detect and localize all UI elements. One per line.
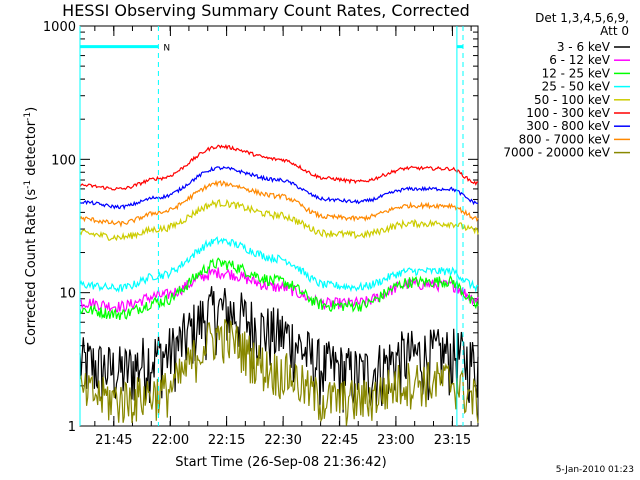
x-tick-label: 22:45 — [321, 433, 358, 448]
legend-entry-label: 800 - 7000 keV — [519, 132, 611, 146]
n-annotation-label: N — [163, 44, 170, 54]
legend-entry-label: 50 - 100 keV — [534, 93, 611, 107]
series-line — [79, 198, 479, 242]
chart-title: HESSI Observing Summary Count Rates, Cor… — [62, 1, 470, 20]
plot-area: 1 10 100 1000 21:45 22:00 22:15 22:30 22:45 23:0… — [43, 20, 479, 448]
series-line — [79, 257, 479, 320]
y-axis-label-mid: detector — [24, 120, 39, 180]
annotation-layer: N — [79, 26, 464, 426]
x-axis: 21:45 22:00 22:15 22:30 22:45 23:00 23:15 — [94, 26, 472, 448]
legend-entry-label: 3 - 6 keV — [557, 40, 611, 54]
x-tick-label: 23:15 — [434, 433, 471, 448]
y-tick-label: 1000 — [43, 20, 76, 35]
legend-entry-label: 7000 - 20000 keV — [503, 146, 610, 160]
legend-entry-label: 100 - 300 keV — [526, 106, 610, 120]
x-axis-label: Start Time (26-Sep-08 21:36:42) — [175, 455, 386, 470]
x-tick-label: 22:30 — [264, 433, 301, 448]
x-tick-label: 21:45 — [95, 433, 132, 448]
x-tick-label: 23:00 — [377, 433, 414, 448]
y-tick-label: 10 — [59, 287, 76, 302]
footer-timestamp: 5-Jan-2010 01:23 — [556, 465, 634, 475]
legend-entry-label: 25 - 50 keV — [542, 80, 611, 94]
y-axis-label-end: ) — [24, 107, 39, 112]
y-axis: 1 10 100 1000 — [43, 20, 478, 435]
series-layer — [79, 143, 479, 426]
x-tick-label: 22:00 — [152, 433, 189, 448]
series-line — [79, 319, 479, 426]
x-tick-label: 22:15 — [208, 433, 245, 448]
y-tick-label: 100 — [51, 153, 76, 168]
y-axis-label-main: Corrected Count Rate (s — [24, 189, 39, 346]
series-line — [79, 236, 479, 293]
legend-header-line2: Att 0 — [600, 24, 629, 38]
legend-entry-label: 12 - 25 keV — [542, 66, 611, 80]
legend-header-line1: Det 1,3,4,5,6,9, — [535, 11, 629, 25]
legend-entry-label: 6 - 12 keV — [549, 53, 611, 67]
series-line — [79, 143, 479, 191]
plot-frame — [79, 25, 479, 427]
y-axis-label-exp2: -1 — [23, 112, 33, 121]
series-line — [79, 267, 479, 313]
y-tick-label: 1 — [68, 420, 76, 435]
y-axis-label-exp1: -1 — [23, 180, 33, 189]
y-axis-label: Corrected Count Rate (s-1 detector-1) — [23, 107, 39, 345]
legend-entry-label: 300 - 800 keV — [526, 119, 610, 133]
series-line — [79, 166, 479, 211]
series-line — [79, 286, 479, 413]
series-line — [79, 179, 479, 228]
